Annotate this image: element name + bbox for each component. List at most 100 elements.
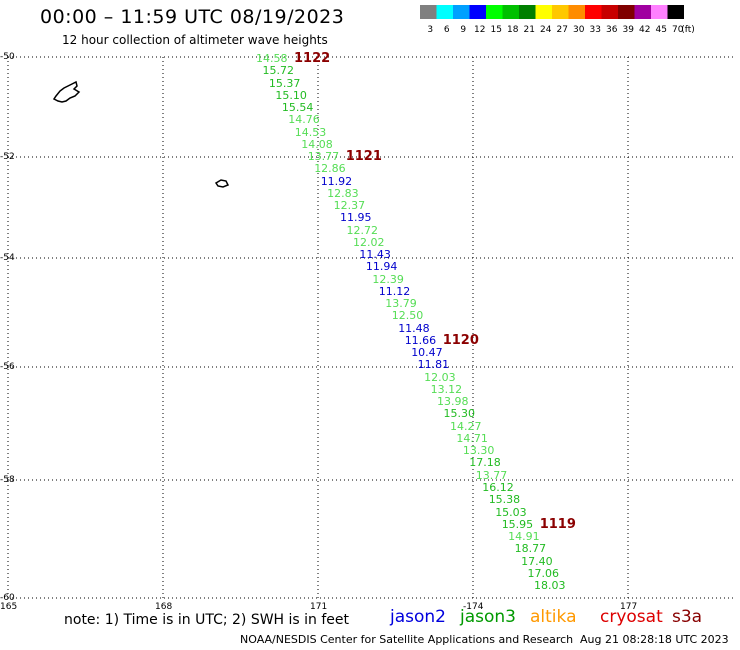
wave-height-value: 11.92 — [320, 174, 353, 188]
legend-unit: (ft) — [681, 25, 695, 35]
legend-swatch — [601, 5, 618, 19]
wave-height-value: 11.66 — [404, 333, 437, 347]
legend-swatch — [634, 5, 651, 19]
generated-timestamp: Aug 21 08:28:18 UTC 2023 — [580, 633, 729, 646]
longitude-label: 168 — [155, 602, 173, 612]
wave-height-value: 13.98 — [437, 395, 469, 409]
wave-height-value: 12.02 — [353, 235, 385, 249]
wave-height-value: 15.38 — [488, 493, 521, 507]
legend-swatch — [552, 5, 569, 19]
latitude-label: -56 — [0, 362, 15, 372]
legend-label: 15 — [491, 25, 502, 35]
wave-height-value: 11.43 — [359, 248, 391, 262]
wave-height-value: 13.77 — [307, 150, 340, 163]
wave-height-value: 17.18 — [469, 456, 501, 470]
wave-height-value: 15.95 — [501, 517, 534, 531]
wave-height-value: 16.12 — [482, 481, 514, 494]
wave-height-value: 13.77 — [475, 468, 508, 482]
time-marker: 1120 — [442, 332, 479, 348]
wave-height-value: 11.48 — [398, 321, 430, 335]
legend-swatch — [618, 5, 635, 19]
wave-height-value: 11.12 — [378, 284, 411, 298]
wave-height-value: 12.72 — [346, 223, 379, 237]
legend-swatch — [486, 5, 503, 19]
time-marker: 1122 — [294, 51, 331, 66]
wave-height-value: 15.10 — [275, 88, 307, 102]
legend-label: 33 — [590, 25, 601, 35]
wave-height-value: 11.81 — [417, 358, 450, 372]
legend-swatch — [453, 5, 470, 19]
wave-height-value: 12.37 — [333, 199, 366, 213]
longitude-label: -174 — [463, 602, 484, 612]
latitude-label: -60 — [0, 593, 15, 603]
time-marker: 1119 — [539, 516, 576, 532]
latitude-label: -50 — [0, 52, 15, 62]
footer-note: note: 1) Time is in UTC; 2) SWH is in fe… — [64, 612, 350, 628]
satellite-altika: altika — [530, 607, 577, 627]
latitude-label: -52 — [0, 152, 15, 162]
wave-height-value: 15.37 — [268, 76, 301, 90]
latitude-label: -58 — [0, 475, 15, 485]
satellite-jason3: jason3 — [460, 607, 516, 627]
legend-label: 45 — [656, 25, 667, 35]
legend-swatch — [502, 5, 519, 19]
wave-height-value: 13.12 — [430, 382, 463, 396]
wave-height-value: 14.58 — [256, 52, 288, 65]
legend-label: 24 — [540, 25, 552, 35]
legend-swatch — [667, 5, 684, 19]
legend-label: 18 — [507, 25, 519, 35]
satellite-cryosat: cryosat — [600, 607, 663, 627]
satellite-jason2: jason2 — [390, 607, 446, 627]
legend-swatch — [651, 5, 668, 19]
wave-height-value: 12.03 — [424, 370, 456, 384]
color-legend: 3 6 9 12 15 18 21 24 27 30 33 36 39 42 45 70(ft) — [420, 5, 695, 35]
legend-label: 42 — [639, 25, 650, 35]
credit-text: NOAA/NESDIS Center for Satellite Applica… — [240, 633, 574, 646]
legend-label: 30 — [573, 25, 585, 35]
latitude-label: -54 — [0, 253, 15, 263]
legend-label: 27 — [557, 25, 568, 35]
wave-height-value: 14.91 — [508, 530, 540, 543]
wave-height-value: 14.27 — [450, 419, 482, 433]
longitude-label: 171 — [310, 602, 328, 612]
legend-swatch — [585, 5, 602, 19]
wave-height-value: 17.40 — [521, 554, 553, 568]
legend-label: 3 — [427, 25, 433, 35]
legend-swatch — [535, 5, 552, 19]
wave-height-value: 18.77 — [514, 542, 547, 556]
wave-height-value: 15.72 — [262, 64, 295, 78]
wave-height-value: 10.47 — [411, 346, 443, 360]
legend-swatch — [519, 5, 536, 19]
wave-height-value: 12.86 — [314, 162, 346, 176]
longitude-label: 177 — [620, 602, 638, 612]
legend-label: 9 — [460, 25, 466, 35]
legend-label: 70 — [672, 25, 684, 35]
legend-swatch — [469, 5, 486, 19]
wave-height-value: 11.94 — [365, 260, 398, 274]
wave-height-value: 12.50 — [391, 309, 424, 323]
wave-height-value: 13.30 — [462, 444, 495, 458]
wave-height-value: 14.71 — [456, 431, 488, 445]
wave-height-value: 15.03 — [495, 505, 527, 519]
wave-height-value: 13.79 — [385, 297, 417, 311]
time-marker: 1121 — [345, 149, 382, 164]
island-outline-auckland — [52, 80, 81, 103]
longitude-label: 165 — [0, 602, 18, 612]
wave-height-value: 15.54 — [281, 101, 314, 114]
wave-height-value: 12.83 — [327, 186, 359, 200]
satellite-s3a: s3a — [672, 607, 703, 627]
wave-height-value: 14.53 — [294, 125, 327, 139]
legend-label: 6 — [444, 25, 450, 35]
wave-height-value: 14.08 — [301, 137, 333, 151]
page-title: 00:00 – 11:59 UTC 08/19/2023 — [40, 6, 345, 28]
legend-label: 12 — [474, 25, 485, 35]
wave-height-value: 11.95 — [340, 211, 372, 225]
legend-swatch — [568, 5, 585, 19]
island-outline-campbell — [214, 179, 230, 188]
page-subtitle: 12 hour collection of altimeter wave hei… — [62, 33, 328, 47]
legend-label: 21 — [524, 25, 535, 35]
wave-height-value: 18.03 — [534, 579, 566, 592]
wave-height-value: 14.76 — [288, 113, 320, 127]
legend-label: 39 — [623, 25, 635, 35]
